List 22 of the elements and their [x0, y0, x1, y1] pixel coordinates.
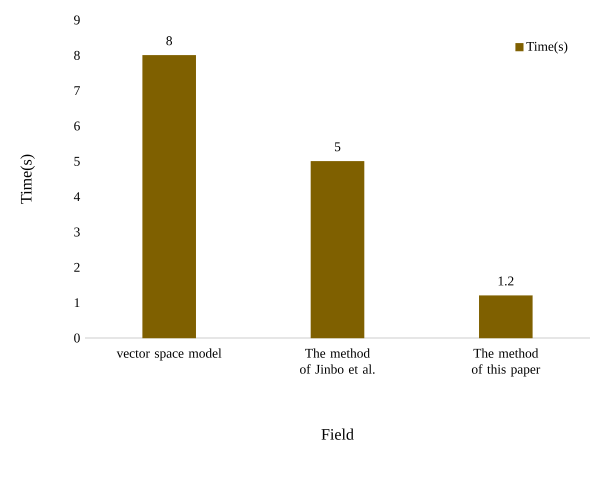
- y-tick-label: 0: [74, 333, 80, 342]
- data-label: 8: [166, 36, 172, 46]
- y-tick-label: 2: [74, 262, 80, 272]
- y-axis-title: Time(s): [20, 154, 35, 204]
- x-tick-label: The method of Jinbo et al.: [300, 348, 375, 374]
- bar: [142, 55, 196, 338]
- y-tick-label: 1: [74, 298, 80, 308]
- legend-label: Time(s): [526, 41, 568, 54]
- y-tick-label: 5: [74, 156, 80, 166]
- x-axis-title: Field: [322, 428, 354, 440]
- y-tick-label: 7: [74, 86, 80, 96]
- y-tick-label: 6: [74, 122, 80, 130]
- bar: [479, 295, 533, 338]
- x-tick-label: vector space model: [116, 348, 222, 360]
- y-tick-label: 8: [74, 50, 80, 60]
- x-tick-label: The method of this paper: [472, 348, 540, 376]
- data-label: 1.2: [498, 276, 514, 286]
- y-tick-label: 9: [74, 16, 80, 24]
- bar: [310, 161, 364, 338]
- y-tick-label: 3: [74, 228, 80, 236]
- data-label: 5: [334, 142, 340, 152]
- y-tick-label: 4: [74, 192, 80, 202]
